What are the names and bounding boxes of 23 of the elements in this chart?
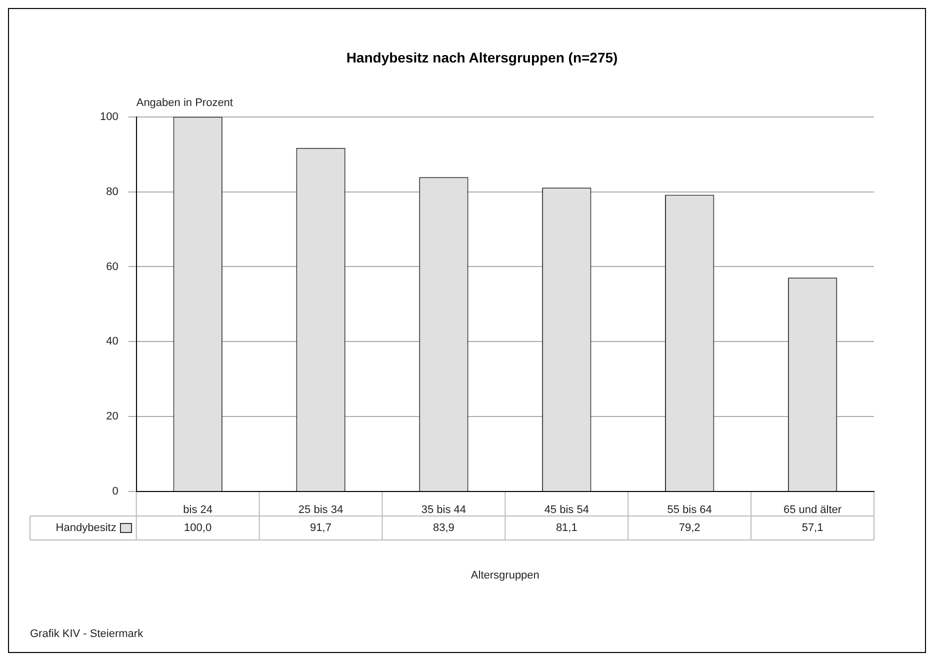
data-label: 81,1 [556, 522, 578, 534]
data-label: 100,0 [184, 522, 212, 534]
y-tick-label: 80 [106, 186, 118, 198]
data-label: 83,9 [432, 522, 454, 534]
data-label: 57,1 [802, 522, 824, 534]
data-label: 91,7 [310, 522, 332, 534]
y-tick-label: 40 [106, 336, 118, 348]
y-axis-title: Angaben in Prozent [136, 96, 233, 109]
x-tick-label: 35 bis 44 [421, 504, 466, 516]
text: Handybesitz [56, 522, 116, 534]
x-tick-label: 55 bis 64 [667, 504, 712, 516]
data-label: 79,2 [678, 522, 700, 534]
x-tick-label: 25 bis 34 [298, 504, 344, 516]
chart-title: Handybesitz nach Altersgruppen (n=275) [346, 49, 618, 66]
y-tick-label: 0 [112, 486, 118, 498]
y-tick-label: 60 [106, 260, 118, 273]
x-tick-label: bis 24 [183, 504, 213, 516]
x-tick-label: 45 bis 54 [544, 504, 589, 516]
x-tick-label: 65 und älter [783, 504, 842, 516]
y-tick-label: 100 [100, 110, 118, 123]
y-tick-label: 20 [106, 410, 118, 423]
x-axis-title: Altersgruppen [470, 569, 540, 582]
text: Grafik KIV - Steiermark [30, 628, 144, 640]
